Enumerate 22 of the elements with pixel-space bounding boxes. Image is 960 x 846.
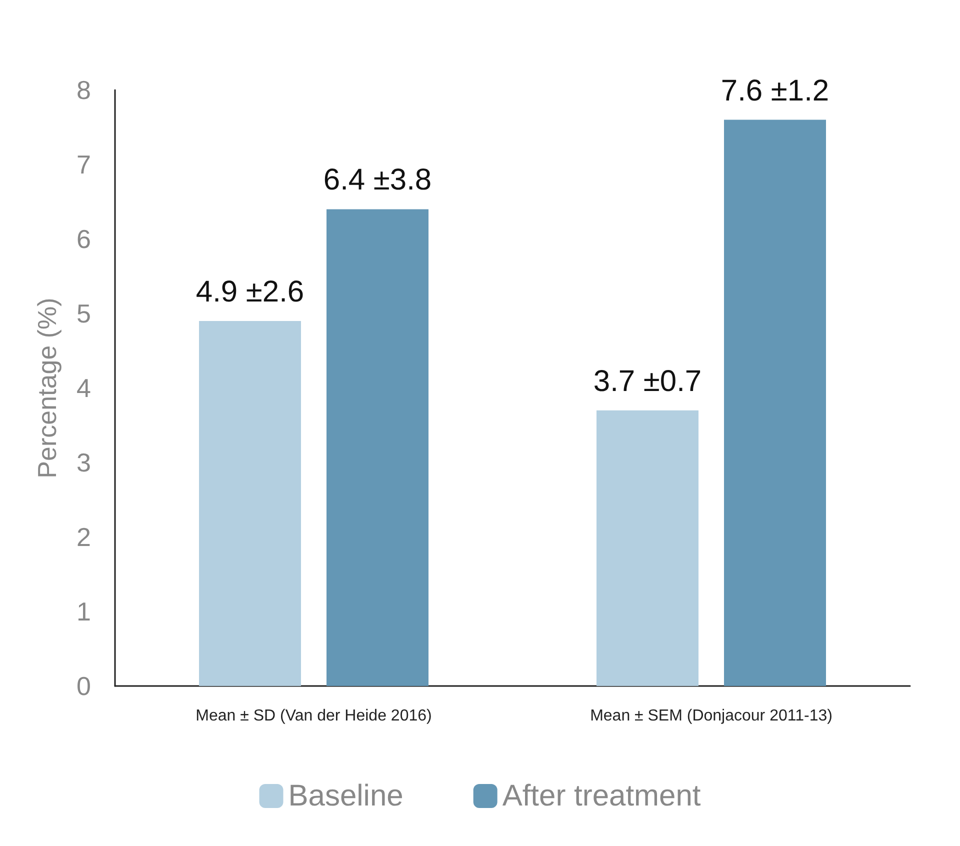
y-tick-label: 4 [76, 373, 91, 403]
bar [724, 120, 826, 686]
y-tick-label: 5 [76, 298, 91, 328]
y-tick-label: 8 [76, 75, 91, 105]
y-tick-label: 7 [76, 150, 91, 180]
x-tick-label: Mean ± SEM (Donjacour 2011-13) [590, 708, 832, 724]
y-axis-title: Percentage (%) [32, 298, 62, 478]
y-tick-label: 1 [76, 596, 91, 626]
y-tick-label: 6 [76, 224, 91, 254]
bar [199, 320, 301, 686]
x-tick-label: Mean ± SD (Van der Heide 2016) [196, 708, 432, 724]
data-label: 6.4 ±3.8 [323, 164, 432, 197]
data-label: 3.7 ±0.7 [593, 364, 702, 398]
bar [326, 209, 428, 686]
y-tick-label: 2 [76, 522, 91, 552]
data-label: 4.9 ±2.6 [196, 275, 304, 308]
legend-label: After treatment [502, 780, 702, 812]
y-tick-label: 0 [76, 671, 91, 701]
data-label: 7.6 ±1.2 [720, 74, 830, 108]
y-tick-label: 3 [76, 448, 91, 478]
bar [596, 410, 698, 686]
legend-label: Baseline [288, 780, 404, 812]
